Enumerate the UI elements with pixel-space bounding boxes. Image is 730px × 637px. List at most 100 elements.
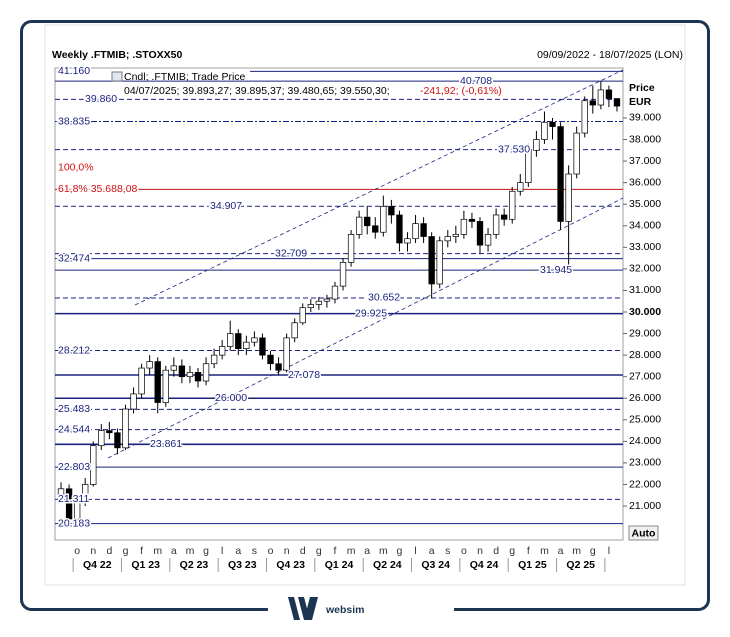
x-tick-label: d: [300, 545, 306, 557]
date-range: 09/09/2022 - 18/07/2025 (LON): [537, 49, 683, 61]
x-tick-label: a: [171, 545, 177, 557]
y-tick-label: 39.000: [629, 112, 661, 124]
candle-body: [299, 307, 306, 324]
candle-body: [82, 484, 89, 503]
level-label: 32.474: [58, 252, 90, 264]
quarter-label: Q4 23: [276, 559, 305, 571]
level-label: 28.212: [58, 344, 90, 356]
candle-body: [605, 89, 613, 99]
x-tick-label: o: [268, 545, 274, 557]
legend-last: 04/07/2025; 39.893,27; 39.895,37; 39.480…: [124, 85, 390, 97]
candle-body: [613, 98, 621, 107]
candle-body: [235, 333, 242, 350]
candle-body: [339, 262, 347, 287]
candle-body: [138, 367, 145, 395]
y-tick-label: 25.000: [629, 414, 661, 426]
x-tick-label: g: [316, 545, 322, 557]
candle-body: [90, 445, 97, 485]
x-tick-label: a: [558, 545, 564, 557]
x-tick-label: m: [186, 545, 195, 557]
candle-body: [484, 234, 492, 246]
candle-body: [573, 132, 580, 175]
candle-body: [549, 121, 556, 127]
quarter-label: Q3 23: [228, 559, 257, 571]
candle-body: [251, 337, 258, 343]
channel-upper: [134, 69, 624, 306]
candle-body: [146, 361, 153, 369]
x-tick-label: n: [477, 545, 483, 557]
auto-button-label[interactable]: Auto: [632, 527, 656, 539]
x-tick-label: l: [221, 545, 223, 557]
candle-body: [267, 354, 274, 365]
x-tick-label: m: [572, 545, 581, 557]
candle-body: [380, 206, 387, 233]
quarter-label: Q4 22: [83, 559, 112, 571]
x-tick-label: n: [90, 545, 96, 557]
level-label: 37.530: [498, 143, 530, 155]
candle-body: [517, 182, 524, 192]
candle-body: [501, 214, 508, 220]
candle-body: [130, 393, 137, 410]
level-label: 25.483: [58, 403, 90, 415]
candle-body: [388, 206, 395, 216]
y-tick-label: 34.000: [629, 220, 661, 232]
candle-body: [347, 234, 355, 263]
quarter-label: Q1 24: [325, 559, 354, 571]
quarter-label: Q2 23: [180, 559, 209, 571]
candle-body: [315, 300, 323, 305]
y-tick-label: 22.000: [629, 478, 661, 490]
x-tick-label: g: [203, 545, 209, 557]
x-tick-label: s: [252, 545, 257, 557]
logo-icon: [288, 597, 318, 620]
level-label: 20.183: [58, 517, 90, 529]
candle-body: [468, 218, 476, 222]
candle-body: [154, 361, 161, 403]
x-tick-label: o: [74, 545, 80, 557]
level-label: 41.160: [58, 65, 90, 77]
y-tick-label: 33.000: [629, 241, 661, 253]
candle-body: [355, 216, 363, 235]
candle-body: [364, 216, 371, 227]
level-label: 61,8% 35.688,08: [58, 183, 138, 195]
candle-body: [420, 223, 427, 237]
candle-body: [210, 354, 218, 365]
x-tick-label: m: [153, 545, 162, 557]
y-tick-label: 26.000: [629, 392, 661, 404]
auto-button[interactable]: [628, 525, 659, 541]
x-tick-label: m: [540, 545, 549, 557]
quarter-label: Q2 25: [566, 559, 595, 571]
x-tick-label: a: [235, 545, 241, 557]
x-tick-label: f: [527, 545, 530, 557]
level-label: 31.945: [540, 264, 572, 276]
level-label: 24.544: [58, 423, 90, 435]
candle-body: [243, 341, 250, 350]
x-tick-label: d: [493, 545, 499, 557]
candle-body: [73, 501, 81, 520]
candle-body: [170, 365, 177, 371]
candle-body: [476, 221, 484, 246]
candle-body: [444, 236, 451, 242]
candle-body: [227, 333, 234, 347]
candle-body: [372, 225, 379, 233]
candle-body: [533, 139, 540, 151]
level-label: 40.708: [460, 75, 492, 87]
level-label: 34.907: [210, 200, 242, 212]
level-label: 22.803: [58, 461, 90, 473]
candle-body: [492, 214, 500, 235]
candle-body: [114, 432, 121, 449]
candle-body: [275, 363, 282, 371]
y-tick-label: 29.000: [629, 327, 661, 339]
candle-body: [162, 369, 169, 403]
x-tick-label: m: [379, 545, 388, 557]
candle-body: [404, 238, 411, 244]
legend-change: -241,92; (-0,61%): [420, 85, 502, 97]
level-label: 29.925: [355, 307, 387, 319]
candle-body: [509, 190, 516, 220]
candle-body: [291, 322, 298, 339]
y-tick-label: 37.000: [629, 155, 661, 167]
channel-lower: [107, 197, 624, 459]
candle-body: [597, 89, 605, 106]
level-label: 30.652: [368, 292, 400, 304]
level-label: 26.000: [215, 392, 247, 404]
